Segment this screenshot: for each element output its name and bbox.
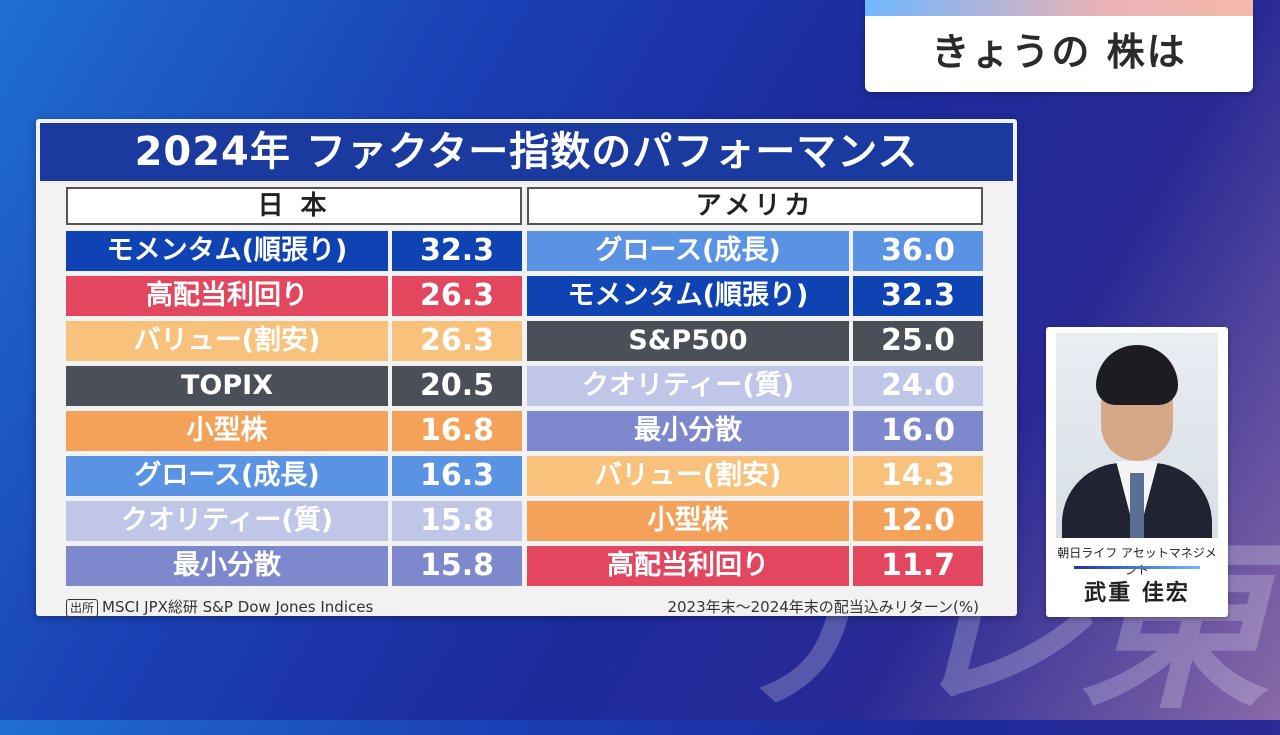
japan-row: 高配当利回り 26.3 bbox=[66, 276, 522, 316]
speaker-card: 朝日ライフ アセットマネジメント 武重 佳宏 bbox=[1046, 327, 1228, 617]
usa-row-name: 最小分散 bbox=[527, 411, 849, 451]
usa-row-name: 小型株 bbox=[527, 501, 849, 541]
japan-row-value: 16.8 bbox=[392, 411, 522, 451]
usa-row-value: 14.3 bbox=[853, 456, 983, 496]
program-corner-title: きょうの 株は bbox=[865, 0, 1253, 92]
japan-row: 小型株 16.8 bbox=[66, 411, 522, 451]
usa-row-value: 12.0 bbox=[853, 501, 983, 541]
japan-row-value: 20.5 bbox=[392, 366, 522, 406]
usa-row-name: 高配当利回り bbox=[527, 546, 849, 586]
japan-row-name: モメンタム(順張り) bbox=[66, 231, 388, 271]
usa-row-value: 36.0 bbox=[853, 231, 983, 271]
japan-row: TOPIX 20.5 bbox=[66, 366, 522, 406]
japan-row: モメンタム(順張り) 32.3 bbox=[66, 231, 522, 271]
usa-row-value: 25.0 bbox=[853, 321, 983, 361]
usa-row: 小型株 12.0 bbox=[527, 501, 983, 541]
speaker-photo bbox=[1056, 333, 1218, 538]
speaker-name: 武重 佳宏 bbox=[1084, 581, 1190, 606]
usa-row: 高配当利回り 11.7 bbox=[527, 546, 983, 586]
japan-row-name: バリュー(割安) bbox=[66, 321, 388, 361]
usa-row-name: モメンタム(順張り) bbox=[527, 276, 849, 316]
japan-row-name: 高配当利回り bbox=[66, 276, 388, 316]
usa-row-name: バリュー(割安) bbox=[527, 456, 849, 496]
panel-title: 2024年 ファクター指数のパフォーマンス bbox=[40, 123, 1013, 181]
return-note: 2023年末〜2024年末の配当込みリターン(%) bbox=[667, 598, 979, 616]
usa-row: モメンタム(順張り) 32.3 bbox=[527, 276, 983, 316]
usa-row: バリュー(割安) 14.3 bbox=[527, 456, 983, 496]
source-line: 出所 MSCI JPX総研 S&P Dow Jones Indices bbox=[66, 596, 373, 617]
japan-row-value: 16.3 bbox=[392, 456, 522, 496]
usa-row: クオリティー(質) 24.0 bbox=[527, 366, 983, 406]
japan-row-value: 15.8 bbox=[392, 546, 522, 586]
corner-stripe bbox=[865, 0, 1253, 16]
japan-row-value: 26.3 bbox=[392, 321, 522, 361]
usa-row-value: 24.0 bbox=[853, 366, 983, 406]
usa-row: 最小分散 16.0 bbox=[527, 411, 983, 451]
japan-row: 最小分散 15.8 bbox=[66, 546, 522, 586]
usa-row: グロース(成長) 36.0 bbox=[527, 231, 983, 271]
usa-row: S&P500 25.0 bbox=[527, 321, 983, 361]
corner-title-text: きょうの 株は bbox=[931, 30, 1187, 74]
japan-row-value: 32.3 bbox=[392, 231, 522, 271]
usa-row-value: 16.0 bbox=[853, 411, 983, 451]
japan-row-name: 最小分散 bbox=[66, 546, 388, 586]
source-label: 出所 bbox=[66, 599, 99, 617]
japan-row: バリュー(割安) 26.3 bbox=[66, 321, 522, 361]
factor-performance-panel: 2024年 ファクター指数のパフォーマンス 日 本 アメリカ モメンタム(順張り… bbox=[36, 119, 1017, 617]
usa-row-name: クオリティー(質) bbox=[527, 366, 849, 406]
japan-row-name: グロース(成長) bbox=[66, 456, 388, 496]
usa-row-value: 32.3 bbox=[853, 276, 983, 316]
usa-row-value: 11.7 bbox=[853, 546, 983, 586]
japan-row-name: TOPIX bbox=[66, 366, 388, 406]
japan-header: 日 本 bbox=[66, 187, 522, 225]
japan-row-value: 26.3 bbox=[392, 276, 522, 316]
japan-row: グロース(成長) 16.3 bbox=[66, 456, 522, 496]
japan-row-name: クオリティー(質) bbox=[66, 501, 388, 541]
usa-header: アメリカ bbox=[527, 187, 983, 225]
speaker-divider bbox=[1074, 566, 1200, 569]
source-text: MSCI JPX総研 S&P Dow Jones Indices bbox=[102, 598, 374, 616]
usa-row-name: グロース(成長) bbox=[527, 231, 849, 271]
japan-row: クオリティー(質) 15.8 bbox=[66, 501, 522, 541]
japan-row-name: 小型株 bbox=[66, 411, 388, 451]
usa-row-name: S&P500 bbox=[527, 321, 849, 361]
speaker-company: 朝日ライフ アセットマネジメント bbox=[1057, 546, 1217, 577]
japan-row-value: 15.8 bbox=[392, 501, 522, 541]
